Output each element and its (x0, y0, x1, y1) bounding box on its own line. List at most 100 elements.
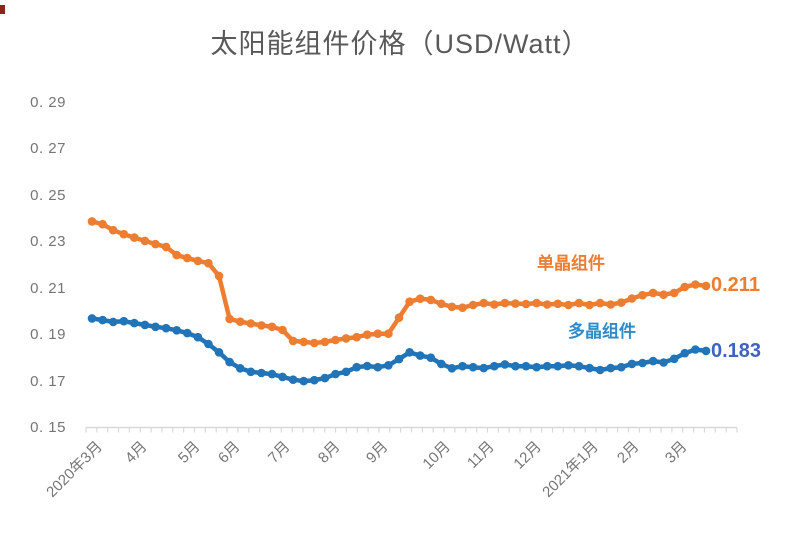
end-value-poly: 0.183 (711, 340, 762, 362)
poly-series-point (447, 364, 457, 373)
mono-series-point (172, 250, 181, 260)
mono-series-point (257, 321, 266, 330)
poly-series-point (437, 359, 446, 369)
y-tick-label: 0. 15 (30, 419, 66, 436)
poly-series-point (98, 315, 107, 325)
mono-series-point (204, 258, 213, 268)
series-label-poly: 多晶组件 (568, 322, 636, 341)
y-tick-label: 0. 19 (30, 326, 66, 344)
poly-series-point (500, 360, 510, 369)
poly-series-point (479, 363, 489, 373)
mono-series-point (553, 299, 563, 309)
mono-series-point (458, 303, 467, 313)
poly-series-point (341, 367, 351, 377)
mono-series-point (246, 319, 256, 328)
poly-series-point (193, 332, 203, 342)
mono-series-point (648, 288, 658, 298)
poly-series-point (373, 362, 383, 372)
mono-series-point (87, 217, 97, 226)
poly-series-point (532, 362, 541, 372)
poly-series-point (595, 365, 605, 375)
poly-series-point (214, 348, 224, 357)
mono-series-point (130, 233, 139, 242)
mono-series-point (299, 337, 309, 347)
poly-series-point (405, 348, 414, 357)
poly-series-point (564, 361, 573, 370)
mono-series-point (638, 290, 647, 300)
mono-series-point (585, 300, 594, 310)
poly-series-point (310, 375, 319, 385)
poly-series-point (87, 314, 97, 323)
poly-series-point (617, 362, 626, 372)
mono-series-point (405, 297, 414, 307)
poly-series-point (521, 361, 531, 371)
poly-series-point (172, 326, 181, 335)
poly-series-point (161, 323, 171, 333)
poly-series-point (627, 359, 637, 369)
mono-series-point (119, 229, 129, 239)
mono-series-point (151, 239, 160, 249)
mono-series-point (701, 281, 711, 291)
mono-series-point (574, 298, 584, 308)
mono-series-point (362, 330, 372, 340)
poly-series-point (140, 320, 150, 330)
mono-series-point (183, 253, 192, 263)
mono-series-point (108, 225, 118, 235)
mono-series-point (331, 335, 340, 345)
mono-series-point (214, 271, 224, 281)
poly-series-point (235, 364, 245, 373)
poly-series-point (511, 361, 520, 371)
y-tick-label: 0. 17 (30, 372, 66, 390)
mono-series-point (140, 236, 150, 246)
mono-series-point (225, 314, 234, 324)
mono-series-point (98, 219, 107, 229)
poly-series-point (257, 368, 266, 378)
mono-series-point (352, 332, 362, 342)
poly-series-point (648, 356, 658, 366)
mono-series-point (627, 294, 637, 303)
poly-series-point (299, 376, 309, 386)
poly-series-point (352, 362, 362, 372)
mono-series-point (511, 299, 520, 308)
poly-series-point (394, 354, 404, 364)
poly-series-point (701, 346, 711, 356)
poly-series-point (574, 361, 584, 371)
mono-series-point (532, 298, 541, 308)
mono-series-point (447, 302, 457, 312)
mono-series-point (669, 288, 679, 298)
y-tick-label: 0. 23 (30, 233, 66, 251)
poly-series-point (331, 369, 340, 379)
poly-series-point (458, 361, 467, 371)
poly-series-point (278, 372, 287, 382)
poly-series-point (585, 363, 594, 373)
mono-series-point (278, 325, 287, 335)
poly-series-point (669, 354, 679, 364)
poly-series-point (691, 345, 700, 354)
end-value-mono: 0.211 (711, 274, 760, 296)
mono-series-point (479, 298, 489, 308)
mono-series-point (320, 337, 330, 347)
mono-series-point (564, 300, 573, 310)
y-tick-label: 0. 25 (30, 186, 66, 204)
series-label-mono: 单晶组件 (537, 254, 605, 273)
mono-series-point (437, 299, 446, 309)
poly-series-point (415, 351, 425, 360)
mono-series-point (267, 322, 277, 332)
mono-series-point (606, 300, 615, 309)
mono-series-point (542, 300, 552, 309)
y-tick-label: 0. 21 (30, 279, 66, 297)
mono-series-point (394, 313, 404, 323)
poly-series-point (108, 317, 118, 327)
poly-series-point (151, 322, 160, 332)
poly-series-point (553, 361, 563, 371)
poly-series-point (680, 348, 690, 358)
mono-series-point (288, 336, 298, 346)
mono-series-point (691, 280, 700, 289)
mono-series-point (500, 298, 510, 308)
mono-series-point (595, 298, 605, 308)
poly-series-point (606, 363, 615, 373)
chart-title: 太阳能组件价格（USD/Watt） (210, 29, 590, 59)
poly-series-point (542, 361, 552, 371)
